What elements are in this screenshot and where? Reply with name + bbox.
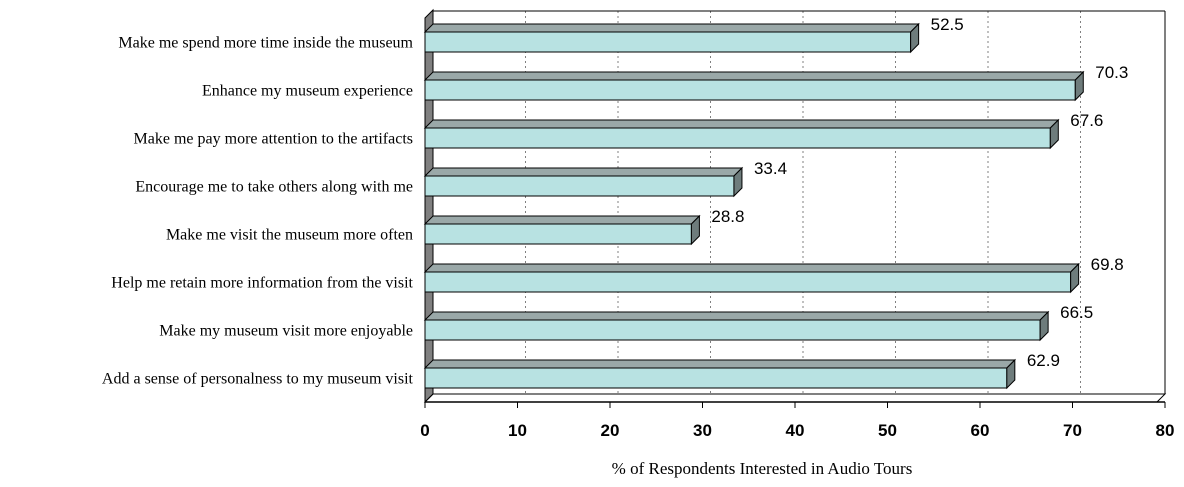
value-label: 28.8 [711, 207, 744, 226]
bar-top [423, 359, 1017, 369]
category-label: Help me retain more information from the… [111, 275, 413, 292]
bar-face [424, 175, 735, 197]
x-tick-label: 40 [786, 421, 805, 440]
category-label: Encourage me to take others along with m… [135, 179, 413, 196]
bar-side [733, 166, 743, 198]
bar-face [424, 223, 692, 245]
value-label: 33.4 [754, 159, 787, 178]
bar-side [1039, 310, 1049, 342]
left-wall [424, 8, 434, 404]
bar-face [424, 127, 1051, 149]
bar-side [1006, 358, 1016, 390]
bar-top [423, 263, 1080, 273]
value-label: 52.5 [931, 15, 964, 34]
category-label: Enhance my museum experience [202, 83, 413, 100]
category-label: Make me pay more attention to the artifa… [134, 131, 413, 148]
bar-side [1074, 70, 1084, 102]
bar-face [424, 79, 1076, 101]
bar-side [910, 22, 920, 54]
bar-top [423, 23, 920, 33]
bar-side [690, 214, 700, 246]
bar-face [424, 271, 1072, 293]
x-tick-label: 60 [971, 421, 990, 440]
x-tick-label: 10 [508, 421, 527, 440]
bar-top [423, 71, 1085, 81]
value-label: 66.5 [1060, 303, 1093, 322]
x-tick-label: 70 [1063, 421, 1082, 440]
value-label: 67.6 [1070, 111, 1103, 130]
plot-frame [423, 8, 1167, 404]
category-label: Add a sense of personalness to my museum… [102, 371, 414, 388]
category-label: Make me spend more time inside the museu… [118, 35, 413, 52]
bar-top [423, 167, 744, 177]
bar-top [423, 119, 1060, 129]
x-axis-title: % of Respondents Interested in Audio Tou… [612, 459, 913, 478]
floor [423, 393, 1167, 403]
x-tick-label: 0 [420, 421, 429, 440]
bar-top [423, 215, 701, 225]
value-labels: 52.5 70.3 67.6 33.4 28.8 69.8 66.5 62.9 [711, 15, 1128, 370]
x-tick-labels: 0 10 20 30 40 50 60 70 80 [420, 402, 1174, 440]
bar-face [424, 31, 912, 53]
value-label: 69.8 [1091, 255, 1124, 274]
bar-top [423, 311, 1050, 321]
bar-face [424, 367, 1008, 389]
value-label: 70.3 [1095, 63, 1128, 82]
x-tick-label: 30 [693, 421, 712, 440]
category-labels: Make me spend more time inside the museu… [102, 35, 414, 388]
x-tick-label: 20 [601, 421, 620, 440]
x-tick-label: 80 [1156, 421, 1175, 440]
bar-side [1049, 118, 1059, 150]
bar-side [1070, 262, 1080, 294]
value-label: 62.9 [1027, 351, 1060, 370]
bars [423, 22, 1085, 390]
category-label: Make me visit the museum more often [166, 227, 413, 244]
category-label: Make my museum visit more enjoyable [159, 323, 413, 340]
bar-face [424, 319, 1041, 341]
x-tick-label: 50 [878, 421, 897, 440]
